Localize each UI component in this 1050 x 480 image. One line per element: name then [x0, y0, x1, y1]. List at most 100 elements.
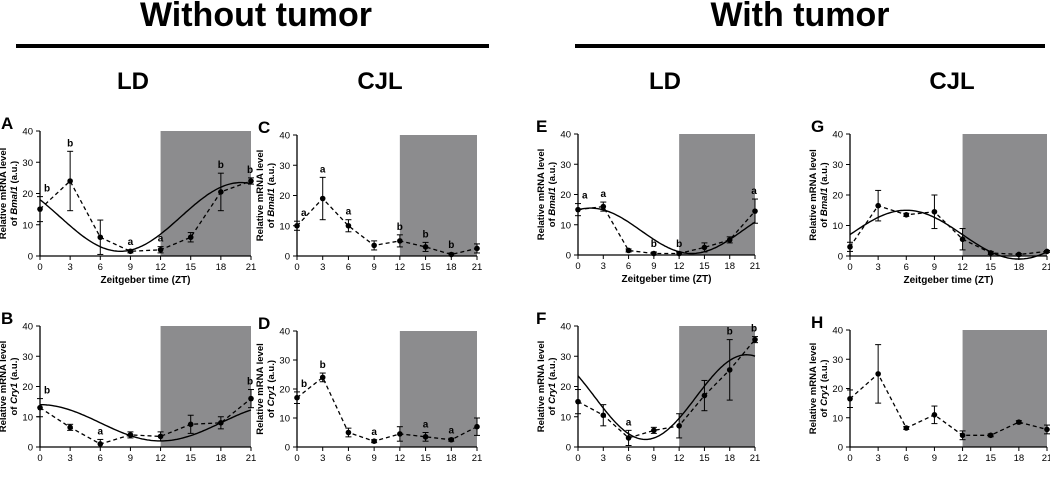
y-tick-label: 30 [279, 356, 290, 367]
significance-letter: b [423, 229, 429, 240]
panel-letter: D [258, 314, 270, 333]
x-tick-label: 9 [371, 262, 376, 273]
panel-E: 0 10 20 30 40 0 3 6 9 12 15 18 21 Zeitgeber time (ZT)… [536, 117, 760, 285]
x-tick-label: 15 [185, 262, 196, 273]
significance-letter: b [751, 324, 757, 335]
y-tick-label: 10 [832, 413, 843, 424]
significance-letter: b [320, 360, 326, 371]
data-point [575, 398, 581, 405]
y-tick-label: 10 [279, 221, 290, 232]
y-tick-label: 40 [832, 130, 843, 141]
x-tick-label: 9 [128, 453, 133, 464]
y-tick-label: 0 [285, 443, 290, 454]
significance-letter: b [44, 184, 50, 195]
y-tick-label: 20 [22, 189, 33, 200]
data-point [187, 234, 194, 241]
data-series-line [39, 179, 252, 252]
y-axis-label-of: of [547, 216, 558, 228]
significance-letter: a [449, 425, 455, 436]
y-axis-label-line2: of Cry1 (a.u.) [547, 357, 558, 415]
y-axis-label-line2: of Cry1 (a.u.) [819, 359, 830, 417]
data-point [474, 423, 480, 430]
y-tick-label: 0 [28, 252, 33, 263]
x-tick-label: 6 [346, 262, 351, 273]
significance-letter: a [601, 189, 607, 200]
x-tick-label: 3 [320, 262, 325, 273]
data-point [875, 371, 881, 377]
data-series-line [849, 372, 1048, 436]
y-tick-label: 40 [560, 322, 571, 333]
data-point [397, 431, 403, 437]
y-tick-label: 10 [560, 220, 571, 231]
cosinor-fit-curve [39, 181, 252, 252]
y-tick-label: 20 [279, 385, 290, 396]
x-tick-label: 0 [847, 453, 852, 464]
data-point [726, 237, 733, 243]
x-tick-label: 3 [875, 262, 880, 273]
significance-letter: b [727, 327, 733, 338]
data-point [701, 392, 708, 399]
x-tick-label: 3 [67, 262, 72, 273]
x-tick-label: 3 [601, 261, 606, 272]
significance-letter: b [448, 240, 454, 251]
y-tick-label: 10 [22, 220, 33, 231]
cosinor-fit-curve [577, 207, 756, 255]
y-axis-label-line2: of Bmal1 (a.u.) [266, 163, 277, 228]
panel-letter: C [258, 118, 270, 137]
x-tick-label: 12 [155, 262, 166, 273]
x-tick-label: 0 [294, 453, 299, 464]
x-tick-label: 6 [98, 453, 103, 464]
data-point [345, 222, 352, 229]
y-tick-label: 10 [279, 414, 290, 425]
data-series-line [577, 205, 756, 255]
y-axis-label-unit: (a.u.) [266, 360, 277, 385]
data-point [474, 245, 480, 252]
x-tick-label: 18 [446, 453, 457, 464]
y-axis-label-line2: of Cry1 (a.u.) [9, 357, 20, 415]
divider-without-tumor [16, 44, 489, 48]
y-axis-label-line2: of Bmal1 (a.u.) [547, 162, 558, 227]
x-tick-label: 3 [67, 453, 72, 464]
y-axis-label-gene: Bmal1 [266, 188, 277, 217]
data-point [752, 208, 758, 214]
data-point [1016, 251, 1022, 258]
data-point [294, 394, 300, 401]
panel-letter: F [536, 309, 546, 328]
y-tick-label: 40 [279, 327, 290, 338]
dark-phase-shading [962, 330, 1047, 447]
data-series-line [296, 197, 478, 256]
y-axis-label-gene: Bmal1 [9, 186, 20, 215]
data-point [248, 395, 254, 402]
y-axis-label-of: of [266, 217, 277, 229]
data-point [294, 222, 300, 229]
y-tick-label: 10 [560, 412, 571, 423]
y-axis-label-unit: (a.u.) [819, 162, 830, 187]
y-tick-label: 20 [560, 382, 571, 393]
data-point [931, 208, 938, 215]
x-tick-label: 0 [847, 262, 852, 273]
y-tick-label: 40 [22, 127, 33, 138]
data-point [97, 441, 104, 447]
panel-F: 0 10 20 30 40 0 3 6 9 12 15 18 21 Relative mRNA level… [536, 309, 760, 464]
x-tick-label: 12 [674, 453, 685, 464]
y-axis-label-line1: Relative mRNA level [0, 341, 9, 433]
title-with-tumor: With tumor [710, 0, 890, 34]
significance-letter: b [247, 165, 253, 176]
y-axis-label-of: of [9, 404, 20, 416]
panel-letter: B [1, 309, 13, 328]
significance-letter: b [676, 239, 682, 250]
y-axis-label-unit: (a.u.) [9, 161, 20, 186]
panel-B: 0 10 20 30 40 0 3 6 9 12 15 18 21 Relative mRNA level… [0, 309, 256, 464]
data-point [1044, 248, 1050, 255]
data-point [903, 425, 910, 431]
dark-phase-shading [679, 326, 755, 447]
x-tick-label: 18 [216, 453, 227, 464]
data-point [600, 412, 607, 419]
data-point [903, 212, 910, 218]
significance-letter: a [320, 164, 326, 175]
y-axis-label-of: of [547, 404, 558, 416]
panel-A: 0 10 20 30 40 0 3 6 9 12 15 18 21 Zeitgeber time (ZT)… [0, 114, 256, 286]
